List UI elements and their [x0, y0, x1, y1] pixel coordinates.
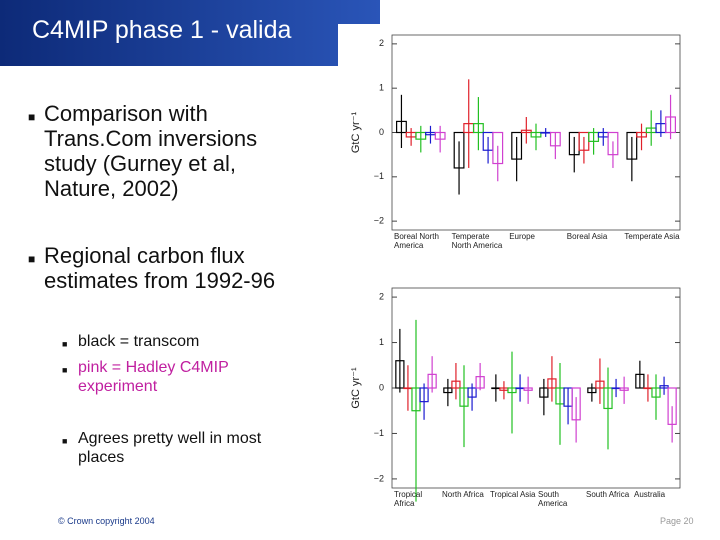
x-tick-label: Boreal Asia — [566, 232, 608, 241]
x-tick-label: North Africa — [442, 490, 484, 499]
y-tick-label: 2 — [379, 291, 384, 301]
y-tick-label: 2 — [379, 38, 384, 48]
slide-title: C4MIP phase 1 - valida — [32, 16, 292, 44]
sub-bullet: ■ pink = Hadley C4MIP experiment — [62, 358, 258, 396]
y-tick-label: 0 — [379, 127, 384, 137]
x-tick-label: Tropical Asia — [490, 490, 536, 499]
sub-bullet: ■ black = transcom — [62, 332, 278, 351]
bullet: ■ Regional carbon flux estimates from 199… — [28, 243, 334, 293]
header-band — [0, 0, 380, 66]
bullet-marker: ■ — [62, 365, 68, 375]
bullet-text: black = transcom — [78, 333, 200, 350]
bullet-text: Regional carbon flux estimates from 1992… — [44, 243, 276, 293]
x-tick-label: Australia — [634, 490, 666, 499]
x-tick-label: South Africa — [586, 490, 630, 499]
y-axis-label: GtC yr⁻¹ — [350, 367, 362, 409]
x-tick-label: Temperate North America — [451, 232, 503, 250]
x-tick-label: Temperate Asia — [624, 232, 680, 241]
chart-panel — [338, 24, 710, 264]
bullet-text: Agrees pretty well in most places — [78, 430, 262, 466]
sub-bullet: ■ Agrees pretty well in most places — [62, 429, 298, 467]
bullet-marker: ■ — [62, 339, 68, 349]
x-tick-label: Boreal North America — [394, 232, 439, 250]
y-tick-label: 0 — [379, 382, 384, 392]
y-tick-label: 1 — [379, 337, 384, 347]
y-axis-label: GtC yr⁻¹ — [350, 112, 362, 154]
bullet-text: pink = Hadley C4MIP experiment — [78, 359, 229, 395]
bullet-text: Comparison with Trans.Com inversions stu… — [44, 101, 258, 201]
footer-copyright: © Crown copyright 2004 — [58, 516, 155, 526]
y-tick-label: −2 — [374, 473, 384, 483]
x-tick-label: Europe — [509, 232, 535, 241]
footer-page: Page 20 — [660, 516, 694, 526]
y-tick-label: −1 — [374, 171, 384, 181]
x-tick-label: South America — [538, 490, 568, 508]
y-tick-label: −1 — [374, 428, 384, 438]
bullet: ■ Comparison with Trans.Com inversions st… — [28, 101, 304, 201]
bullet-marker: ■ — [28, 110, 36, 124]
bullet-marker: ■ — [28, 252, 36, 266]
y-tick-label: 1 — [379, 83, 384, 93]
x-tick-label: Tropical Africa — [394, 490, 423, 508]
bullet-marker: ■ — [62, 436, 68, 446]
y-tick-label: −2 — [374, 216, 384, 226]
